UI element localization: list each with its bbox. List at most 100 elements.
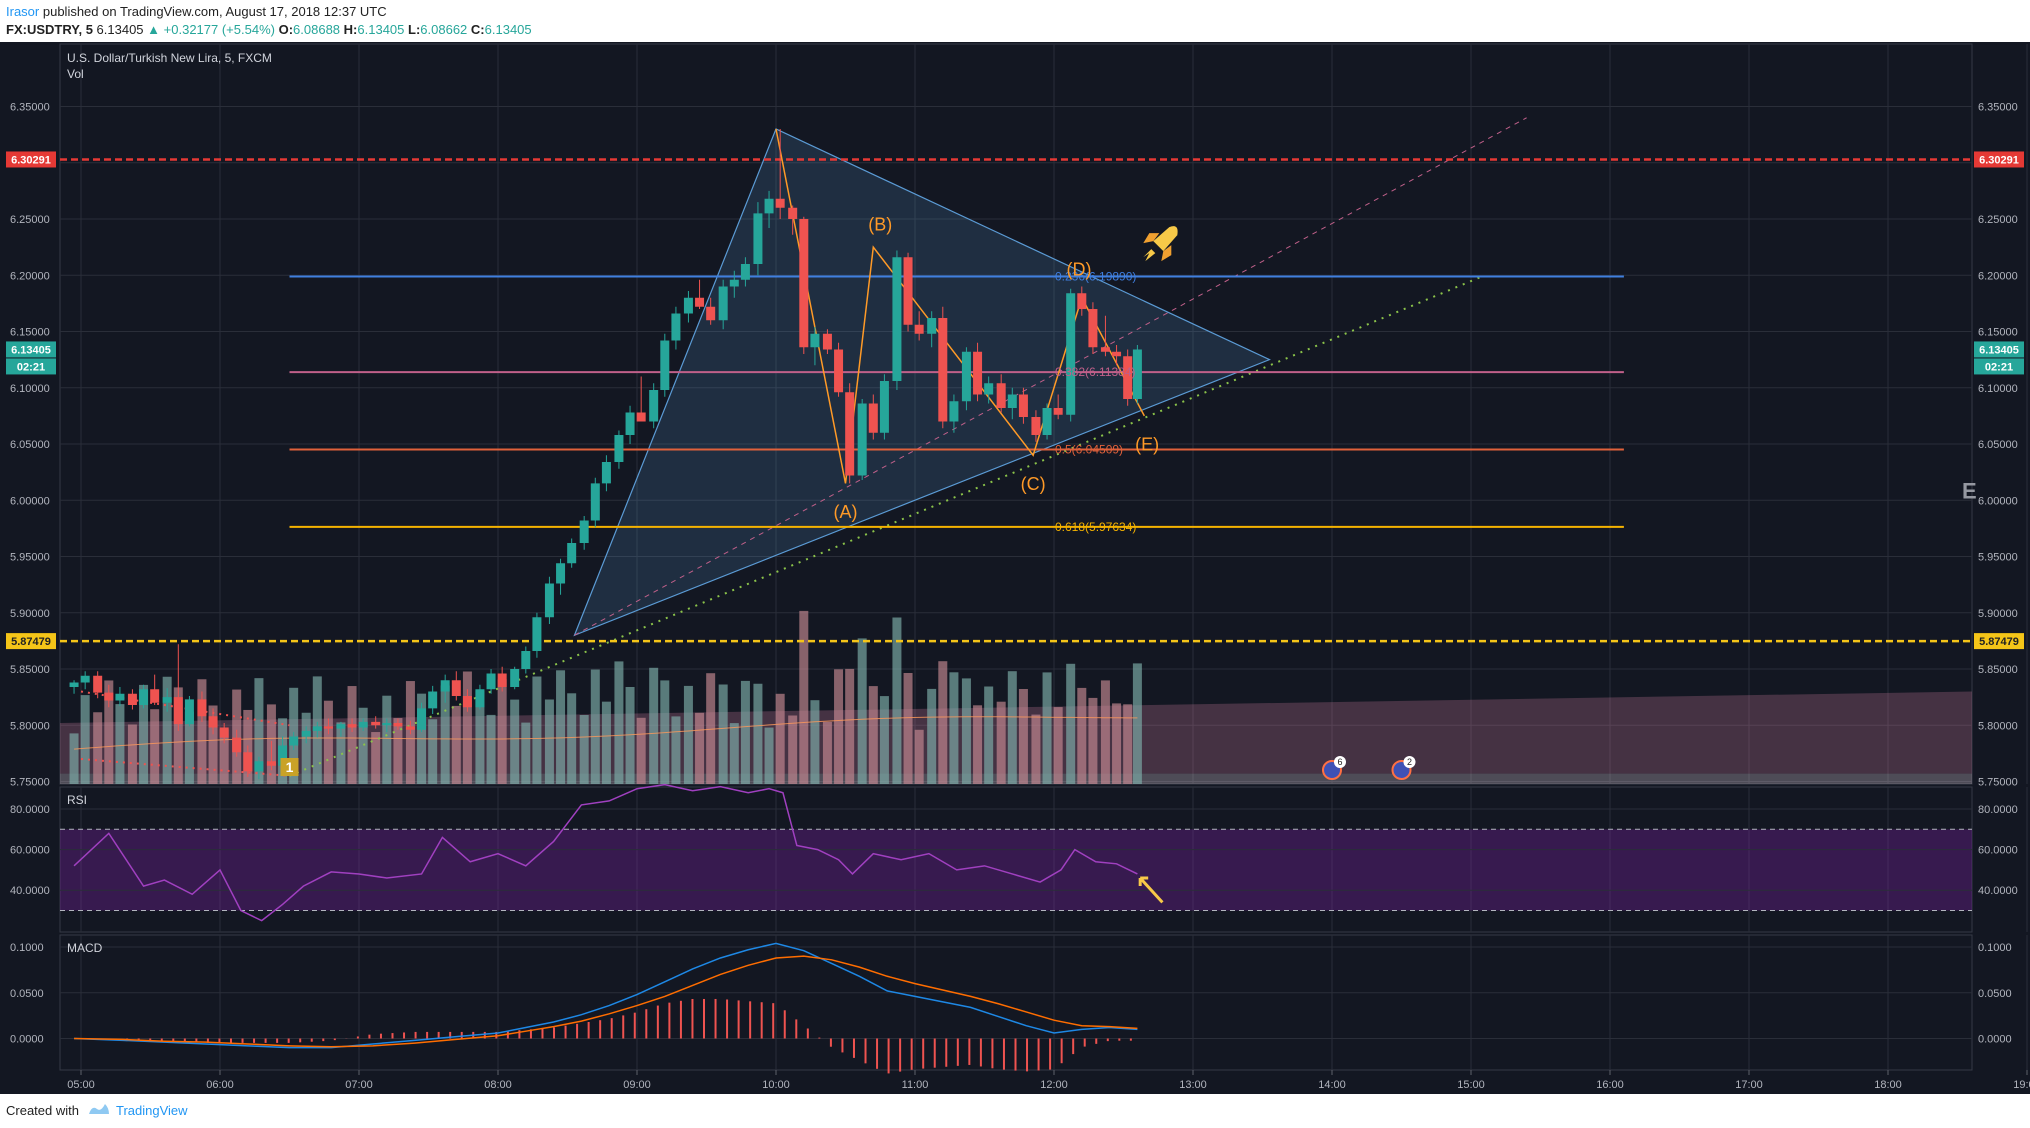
fib-level-label: 0.618(5.97634) [1055, 520, 1136, 534]
candle-body [764, 198, 774, 214]
chart-canvas[interactable]: 6.350006.350006.300006.300006.250006.250… [0, 42, 2030, 1094]
volume-bar [788, 715, 798, 784]
macd-tick-right: 0.0000 [1978, 1034, 2012, 1046]
volume-bar [1007, 671, 1017, 784]
candle-body [1077, 293, 1087, 309]
candle-body [451, 680, 461, 696]
chart-area[interactable]: 6.350006.350006.300006.300006.250006.250… [0, 42, 2030, 1094]
candle-body [69, 682, 79, 687]
panel-frame-1 [59, 786, 1973, 933]
volume-bar [949, 672, 959, 784]
candle-body [486, 673, 496, 690]
candle-body [243, 752, 253, 772]
price-tick-right: 5.80000 [1978, 720, 2018, 732]
price-tick-left: 5.95000 [10, 552, 50, 564]
candle-body [949, 401, 959, 422]
volume-bar [486, 714, 496, 784]
countdown-tag-left: 02:21 [17, 361, 45, 373]
price-tick-right: 6.25000 [1978, 214, 2018, 226]
candle-body [347, 724, 357, 728]
tradingview-link[interactable]: TradingView [116, 1103, 188, 1118]
wave-label: (E) [1135, 434, 1159, 454]
volume-bar [614, 661, 624, 784]
volume-bar [927, 688, 937, 784]
volume-bar [556, 670, 566, 784]
volume-bar [80, 695, 90, 784]
chart-title: U.S. Dollar/Turkish New Lira, 5, FXCM [67, 51, 272, 65]
event-badge: 1 [286, 759, 294, 775]
candle-body [80, 675, 90, 683]
volume-bar [753, 683, 763, 784]
price-tick-left: 6.15000 [10, 327, 50, 339]
candle-body [127, 693, 137, 705]
high-label: H: [343, 22, 358, 37]
candle-body [104, 692, 114, 701]
price-tick-left: 6.10000 [10, 383, 50, 395]
high-value: 6.13405 [357, 22, 405, 37]
candle-body [834, 349, 844, 393]
candle-body [1042, 408, 1052, 435]
volume-bar [184, 711, 194, 784]
wave-label: (A) [834, 502, 858, 522]
rsi-arrow-icon [1138, 876, 1164, 904]
price-tick-right: 5.75000 [1978, 777, 2018, 789]
price-tick-left: 6.00000 [10, 495, 50, 507]
volume-bar [879, 696, 889, 784]
candle-body [601, 462, 611, 484]
volume-bar [671, 716, 681, 784]
volume-bar [69, 733, 79, 784]
volume-bar [649, 667, 659, 784]
candle-body [232, 737, 242, 753]
rsi-tick-left: 60.0000 [10, 845, 50, 857]
price-tick-right: 5.85000 [1978, 664, 2018, 676]
volume-bar [139, 684, 149, 784]
price-tick-left: 6.25000 [10, 214, 50, 226]
candle-body [323, 726, 333, 729]
author-link[interactable]: Irasor [6, 4, 40, 19]
price-tick-right: 5.95000 [1978, 552, 2018, 564]
symbol-ohlc-line: FX:USDTRY, 5 6.13405 ▲ +0.32177 (+5.54%)… [6, 22, 532, 37]
volume-bar [1053, 707, 1063, 784]
publication-header: Irasor published on TradingView.com, Aug… [0, 0, 2030, 42]
candle-body [405, 726, 415, 730]
volume-bar [1112, 703, 1122, 784]
candle-body [532, 617, 542, 651]
rsi-tick-left: 40.0000 [10, 885, 50, 897]
candle-body [440, 680, 450, 692]
rsi-title: RSI [67, 793, 87, 807]
candle-body [162, 697, 172, 703]
candle-body [475, 689, 485, 708]
volume-bar [301, 712, 311, 784]
volume-bar [857, 638, 867, 784]
rsi-tick-right: 80.0000 [1978, 804, 2018, 816]
volume-bar [382, 695, 392, 784]
candles-layer [69, 129, 1142, 780]
time-tick-label: 19:00 [2013, 1079, 2030, 1091]
candle-body [544, 583, 554, 618]
candle-body [718, 286, 728, 321]
rocket-body [1153, 226, 1178, 252]
time-tick-label: 13:00 [1179, 1079, 1207, 1091]
volume-bar [729, 723, 739, 784]
time-tick-label: 11:00 [902, 1079, 929, 1091]
volume-bar [1042, 672, 1052, 784]
wave-label: (B) [868, 214, 892, 234]
rocket-icon [1143, 226, 1178, 262]
candle-body [649, 390, 659, 422]
volume-bar [475, 690, 485, 784]
countdown-tag-left-bg [6, 358, 56, 375]
candle-body [521, 651, 531, 669]
volume-bar [903, 673, 913, 784]
candle-body [1132, 349, 1142, 399]
fib-level-label: 0.236(6.19890) [1055, 269, 1136, 283]
volume-bar [497, 679, 507, 784]
volume-bar [590, 669, 600, 784]
drawings-layer [60, 117, 1972, 777]
pink-dashed-channel [574, 117, 1527, 636]
rsi-tick-right: 40.0000 [1978, 885, 2018, 897]
time-tick-label: 16:00 [1596, 1079, 1624, 1091]
volume-label: Vol [67, 67, 84, 81]
macd-line [74, 942, 1138, 1049]
volume-bar [799, 610, 809, 784]
candle-body [115, 693, 125, 701]
